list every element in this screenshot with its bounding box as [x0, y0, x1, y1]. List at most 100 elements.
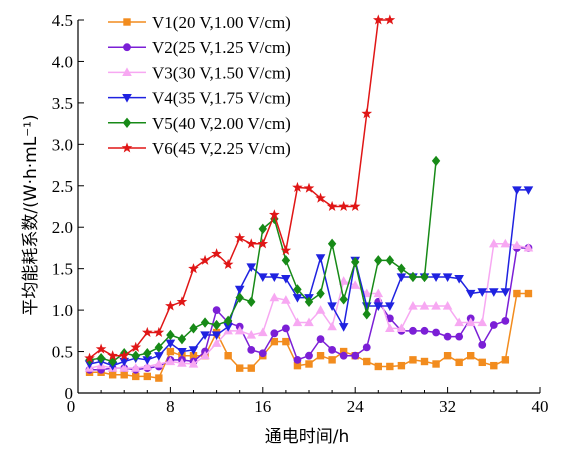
data-point: [397, 263, 406, 274]
data-point: [200, 331, 210, 340]
data-point: [523, 186, 534, 195]
legend-label: V6(45 V,2.25 V/cm): [152, 139, 291, 158]
data-point: [304, 296, 314, 308]
legend: V1(20 V,1.00 V/cm) V2(25 V,1.25 V/cm) V3(3…: [108, 13, 291, 158]
data-point: [223, 315, 233, 327]
data-point: [132, 372, 140, 381]
data-point: [373, 302, 384, 311]
data-point: [200, 350, 210, 360]
data-point: [293, 284, 302, 295]
data-point: [247, 345, 256, 354]
data-point: [292, 181, 303, 192]
y-tick-label: 3.5: [52, 94, 73, 113]
data-point: [374, 362, 382, 371]
data-point: [304, 317, 314, 327]
data-point: [478, 358, 486, 367]
legend-item: V6(45 V,2.25 V/cm): [108, 139, 291, 158]
y-tick-label: 2.5: [52, 177, 73, 196]
data-point: [431, 155, 441, 167]
data-point: [212, 319, 221, 331]
data-point: [385, 323, 395, 332]
data-point: [338, 200, 349, 212]
data-point: [130, 341, 142, 352]
data-point: [327, 321, 337, 331]
data-point: [269, 292, 280, 302]
data-point: [166, 347, 175, 356]
data-point: [373, 288, 384, 298]
data-point: [236, 364, 244, 372]
data-point: [328, 345, 336, 354]
data-point: [96, 352, 106, 364]
data-point: [500, 238, 511, 248]
legend-label: V2(25 V,1.25 V/cm): [152, 38, 291, 57]
y-tick-label: 1.5: [52, 260, 73, 279]
data-point: [293, 361, 302, 370]
data-point: [165, 356, 176, 366]
data-point: [501, 316, 510, 325]
data-point: [130, 363, 141, 372]
data-point: [305, 351, 313, 360]
data-point: [122, 67, 132, 76]
data-point: [386, 362, 394, 371]
data-point: [396, 273, 407, 282]
y-tick-label: 4.0: [52, 52, 73, 71]
data-point: [143, 372, 151, 381]
data-point: [315, 305, 326, 314]
data-point: [123, 18, 131, 26]
data-point: [118, 350, 130, 361]
data-point: [234, 325, 245, 335]
data-point: [467, 352, 475, 360]
series-line: [89, 189, 529, 367]
data-point: [131, 350, 140, 361]
data-point: [385, 302, 395, 311]
data-point: [165, 300, 176, 311]
data-point: [316, 288, 325, 299]
data-point: [408, 300, 418, 310]
data-point: [269, 209, 280, 220]
data-point: [189, 352, 198, 360]
data-point: [84, 352, 95, 363]
data-point: [257, 238, 269, 249]
data-point: [176, 296, 188, 307]
data-point: [247, 296, 256, 308]
data-point: [408, 271, 418, 283]
data-point: [154, 358, 164, 368]
data-point: [338, 323, 349, 332]
data-point: [95, 343, 107, 354]
data-point: [419, 300, 430, 310]
data-point: [188, 358, 199, 368]
y-tick-label: 0.5: [52, 343, 73, 362]
data-point: [222, 258, 234, 270]
data-point: [121, 142, 133, 153]
series-line: [89, 247, 529, 371]
data-point: [245, 238, 257, 249]
series-3: [84, 238, 534, 372]
data-point: [477, 288, 488, 297]
data-point: [443, 352, 452, 360]
data-point: [142, 361, 153, 371]
data-point: [199, 254, 211, 265]
data-point: [316, 335, 325, 344]
data-point: [123, 43, 131, 52]
data-point: [431, 300, 441, 310]
legend-label: V4(35 V,1.75 V/cm): [152, 89, 291, 108]
data-point: [315, 192, 326, 203]
data-point: [339, 294, 348, 305]
data-point: [282, 337, 290, 346]
data-point: [454, 275, 464, 284]
data-point: [432, 328, 440, 337]
data-point: [119, 357, 129, 367]
data-point: [431, 273, 441, 282]
data-point: [282, 324, 290, 333]
legend-item: V4(35 V,1.75 V/cm): [108, 89, 291, 108]
data-point: [454, 317, 464, 327]
data-point: [119, 363, 129, 372]
data-point: [372, 14, 384, 25]
data-point: [280, 244, 292, 255]
data-point: [489, 288, 499, 297]
data-point: [420, 271, 429, 283]
data-point: [281, 255, 291, 266]
x-tick-label: 16: [254, 397, 271, 416]
data-point: [339, 347, 348, 356]
